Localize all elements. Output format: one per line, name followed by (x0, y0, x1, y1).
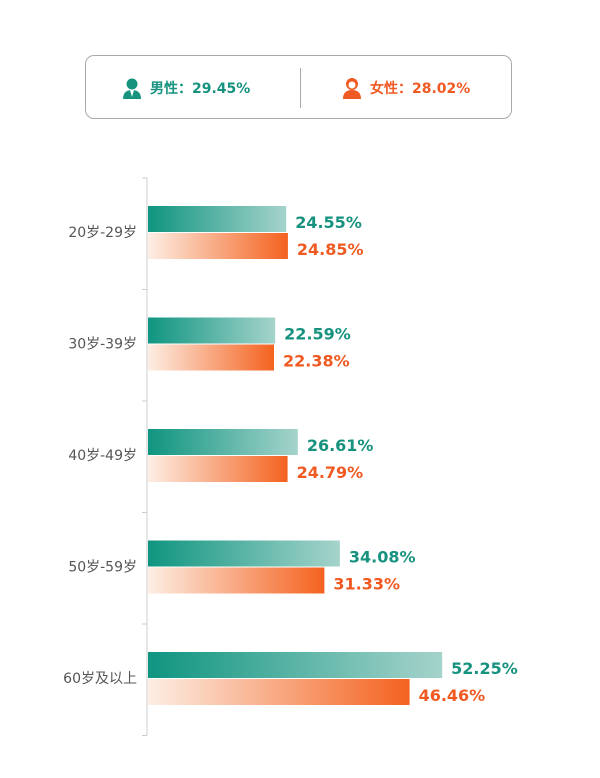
male-value-label: 52.25% (451, 659, 518, 678)
female-user-icon (343, 78, 361, 99)
female-bar (148, 456, 288, 482)
female-value-label: 31.33% (333, 575, 400, 594)
category-label: 50岁-59岁 (68, 560, 137, 576)
male-bar (148, 206, 287, 232)
male-value-label: 34.08% (349, 548, 416, 567)
category-label: 30岁-39岁 (68, 337, 137, 353)
male-bar (148, 317, 276, 344)
female-value-label: 46.46% (419, 686, 486, 705)
male-value-label: 22.59% (284, 325, 351, 344)
male-value-label: 24.55% (295, 213, 362, 232)
category-label: 60岁及以上 (63, 671, 137, 687)
legend-male: 男性：29.45% (122, 76, 250, 100)
female-value-label: 24.85% (297, 240, 364, 259)
category-label: 20岁-29岁 (68, 225, 137, 241)
legend-male-label: 男性：29.45% (150, 81, 251, 97)
female-value-label: 24.79% (297, 463, 364, 482)
female-bar (148, 344, 274, 371)
male-user-icon (123, 78, 141, 99)
female-bar (148, 233, 288, 259)
female-bar (148, 679, 410, 705)
male-value-label: 26.61% (307, 436, 374, 455)
legend-divider (300, 68, 301, 108)
male-bar (148, 429, 298, 455)
male-bar (148, 652, 443, 678)
male-bar (148, 540, 340, 567)
legend-box: 男性：29.45% 女性：28.02% (85, 55, 512, 119)
female-value-label: 22.38% (283, 352, 350, 371)
legend-female: 女性：28.02% (342, 76, 470, 100)
legend-female-label: 女性：28.02% (370, 81, 471, 97)
category-label: 40岁-49岁 (68, 448, 137, 464)
female-bar (148, 567, 325, 594)
